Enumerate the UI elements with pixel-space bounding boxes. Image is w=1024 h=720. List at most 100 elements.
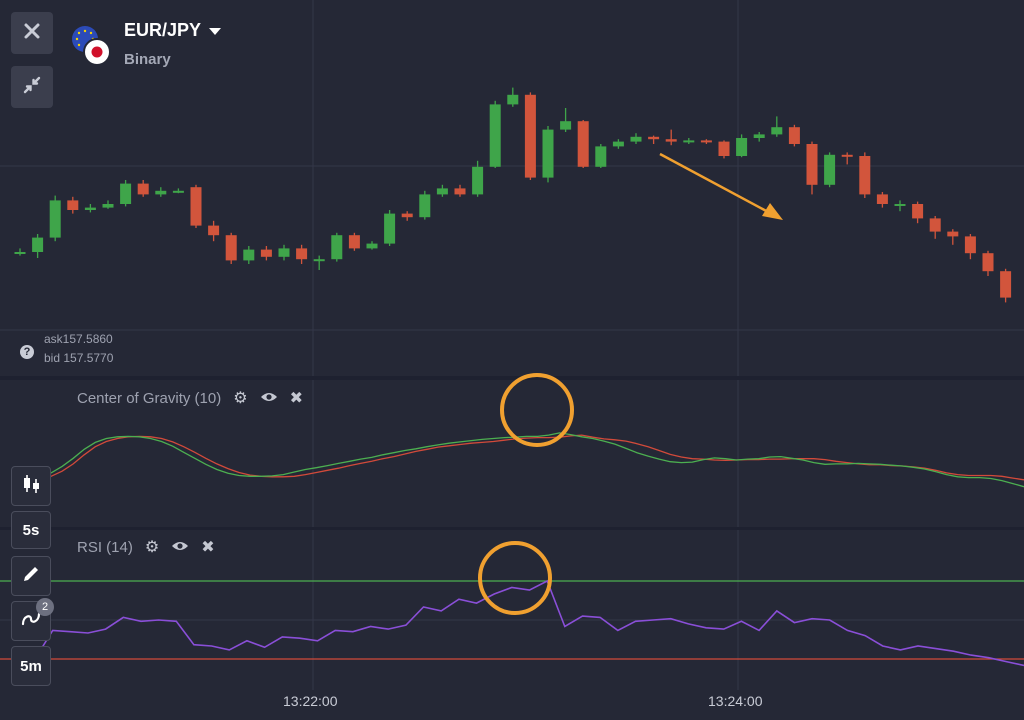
cog-line — [39, 434, 1024, 481]
gear-icon[interactable]: ⚙ — [144, 538, 160, 556]
ask-price: ask157.5860 — [44, 332, 113, 346]
grid — [0, 0, 1024, 690]
indicator-rsi-name: RSI (14) — [77, 539, 133, 556]
asset-name: EUR/JPY — [124, 20, 202, 40]
candle-body — [260, 249, 272, 257]
candle-body — [120, 183, 132, 204]
currency-flags-icon — [70, 24, 114, 68]
collapse-button[interactable] — [11, 66, 53, 108]
candle-body — [859, 156, 871, 195]
candle-body — [806, 144, 818, 185]
candle-body — [419, 194, 431, 218]
candle-body — [172, 190, 184, 193]
candle-body — [648, 136, 660, 140]
candle-body — [595, 146, 607, 167]
candle-body — [964, 236, 976, 254]
candle-body — [208, 225, 220, 236]
candle-body — [788, 127, 800, 144]
candle-body — [67, 200, 79, 210]
candle-body — [243, 249, 255, 261]
candle-body — [753, 134, 765, 138]
chevron-down-icon — [209, 20, 222, 41]
time-label: 13:24:00 — [708, 693, 763, 709]
candle-body — [507, 94, 519, 105]
candle-body — [630, 136, 642, 142]
candle-body — [718, 141, 730, 156]
timeframe-button[interactable]: 5m — [11, 646, 51, 686]
candle-body — [436, 188, 448, 195]
candle-body — [683, 140, 695, 143]
candle-body — [542, 129, 554, 178]
candle-body — [278, 248, 290, 257]
candle-body — [190, 187, 202, 226]
candlestick-series — [14, 87, 1012, 303]
candle-body — [32, 237, 44, 252]
chart-type-button[interactable] — [11, 466, 51, 506]
candle-body — [876, 194, 888, 204]
center-of-gravity-series — [39, 432, 1024, 488]
eye-icon[interactable] — [171, 540, 189, 556]
candle-body — [49, 200, 61, 238]
candle-body — [454, 188, 466, 195]
candle-body — [894, 204, 906, 206]
candle-body — [612, 141, 624, 147]
candle-body — [472, 166, 484, 195]
trend-arrow-head — [762, 203, 783, 220]
close-icon[interactable]: ✖ — [289, 389, 303, 407]
collapse-icon — [22, 75, 42, 100]
close-button[interactable] — [11, 12, 53, 54]
candle-body — [366, 243, 378, 249]
highlight-circle — [500, 373, 574, 447]
candle-body — [225, 235, 237, 261]
candle-body — [14, 252, 26, 254]
candle-body — [1000, 271, 1012, 298]
bid-price: bid 157.5770 — [44, 351, 114, 365]
wave-icon — [20, 608, 42, 634]
candle-body — [84, 207, 96, 210]
panel-separator — [0, 527, 1024, 530]
candle-body — [560, 121, 572, 130]
candle-body — [155, 190, 167, 195]
indicator-count-badge: 2 — [36, 598, 54, 616]
candle-body — [489, 104, 501, 167]
asset-selector[interactable]: EUR/JPY — [124, 20, 222, 41]
candle-body — [331, 235, 343, 260]
candle-body — [137, 183, 149, 195]
panel-separator — [0, 376, 1024, 380]
highlight-circle — [478, 541, 552, 615]
candle-body — [841, 154, 853, 157]
time-label: 13:22:00 — [283, 693, 338, 709]
trend-arrow-line — [659, 152, 771, 215]
cog-signal-line — [39, 432, 1024, 488]
pencil-icon — [21, 564, 41, 588]
candle-body — [401, 213, 413, 218]
candle-body — [947, 231, 959, 237]
gear-icon[interactable]: ⚙ — [233, 389, 248, 407]
candle-body — [912, 204, 924, 219]
indicator-cog-name: Center of Gravity (10) — [77, 390, 222, 407]
candle-body — [700, 140, 712, 143]
candle-body — [929, 218, 941, 232]
draw-button[interactable] — [11, 556, 51, 596]
candle-body — [313, 259, 325, 262]
candles-icon — [20, 473, 42, 499]
candle-body — [384, 213, 396, 244]
candle-body — [348, 235, 360, 249]
candle-body — [296, 248, 308, 260]
candle-body — [736, 138, 748, 156]
candle-body — [824, 154, 836, 185]
close-icon[interactable]: ✖ — [201, 538, 215, 556]
candle-body — [577, 121, 589, 167]
candle-body — [665, 139, 677, 142]
candle-body — [982, 253, 994, 272]
candle-body — [524, 94, 536, 178]
help-icon[interactable]: ? — [20, 345, 34, 359]
interval-button[interactable]: 5s — [11, 511, 51, 549]
rsi-series — [0, 579, 1024, 667]
eye-icon[interactable] — [260, 391, 278, 407]
candle-body — [771, 127, 783, 135]
indicator-cog-header: Center of Gravity (10) ⚙ ✖ — [77, 390, 303, 407]
candle-body — [102, 204, 114, 208]
option-type: Binary — [124, 51, 171, 68]
